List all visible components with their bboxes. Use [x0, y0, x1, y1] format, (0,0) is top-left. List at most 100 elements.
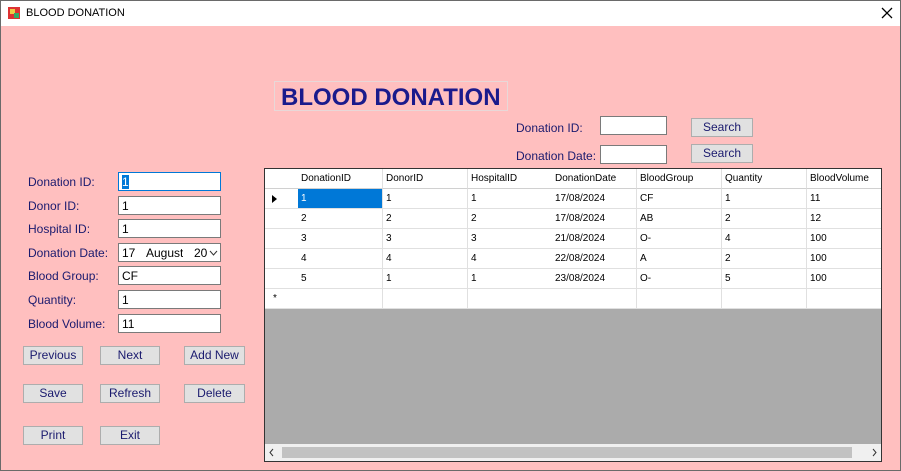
table-cell[interactable]: 3 [298, 229, 383, 249]
text-input[interactable]: CF [118, 266, 221, 285]
table-cell[interactable]: 1 [468, 269, 553, 289]
field-label: Blood Group: [28, 269, 99, 283]
table-cell[interactable]: 3 [383, 229, 468, 249]
action-button[interactable]: Previous [23, 346, 83, 365]
column-header: Quantity [722, 169, 807, 189]
field-label: Blood Volume: [28, 317, 106, 331]
action-button[interactable]: Refresh [100, 384, 160, 403]
action-button[interactable]: Save [23, 384, 83, 403]
table-cell[interactable]: 21/08/2024 [552, 229, 637, 249]
title-bar: BLOOD DONATION [1, 1, 900, 26]
row-header[interactable] [265, 269, 299, 289]
table-cell[interactable]: O- [637, 229, 722, 249]
table-cell[interactable]: 23/08/2024 [552, 269, 637, 289]
field-label: Donation Date: [28, 246, 109, 260]
field-label: Donor ID: [28, 199, 80, 213]
table-cell[interactable]: 100 [807, 249, 881, 269]
table-cell[interactable]: 2 [383, 209, 468, 229]
window-title: BLOOD DONATION [26, 7, 125, 19]
input-value: 1 [122, 222, 129, 236]
data-grid: DonationID DonorID HospitalID DonationDate B… [264, 168, 882, 462]
date-part: 20 [194, 246, 208, 260]
table-cell[interactable]: 11 [807, 189, 881, 209]
table-cell[interactable]: 12 [807, 209, 881, 229]
input-value: CF [122, 269, 138, 283]
row-header [265, 169, 299, 189]
action-button[interactable]: Print [23, 426, 83, 445]
table-cell[interactable] [468, 289, 553, 309]
table-cell[interactable]: 100 [807, 229, 881, 249]
input-value: 11 [122, 317, 135, 331]
table-cell[interactable]: A [637, 249, 722, 269]
table-cell[interactable] [552, 289, 637, 309]
header-title: BLOOD DONATION [274, 81, 508, 111]
field-label: Quantity: [28, 293, 77, 307]
text-input[interactable]: 1 [118, 196, 221, 215]
column-header: DonationID [298, 169, 383, 189]
scroll-thumb[interactable] [282, 447, 852, 458]
search-label: Donation Date: [516, 149, 597, 163]
table-cell[interactable]: 4 [722, 229, 807, 249]
action-button[interactable]: Delete [184, 384, 245, 403]
table-cell[interactable]: 1 [383, 269, 468, 289]
table-cell[interactable]: AB [637, 209, 722, 229]
table-cell[interactable]: 17/08/2024 [552, 189, 637, 209]
input-value: 1 [122, 175, 129, 189]
table-cell[interactable] [722, 289, 807, 309]
action-button[interactable]: Exit [100, 426, 160, 445]
row-header[interactable] [265, 249, 299, 269]
table-cell[interactable]: 4 [298, 249, 383, 269]
table-cell[interactable]: CF [637, 189, 722, 209]
table-cell[interactable]: 2 [298, 209, 383, 229]
column-header: HospitalID [468, 169, 553, 189]
date-picker[interactable]: 17 August 20 [118, 243, 221, 262]
column-header: DonationDate [552, 169, 637, 189]
text-input[interactable]: 1 [118, 172, 221, 191]
column-header: BloodGroup [637, 169, 722, 189]
action-button[interactable]: Next [100, 346, 160, 365]
table-cell[interactable]: 2 [722, 209, 807, 229]
table-cell[interactable]: 1 [298, 189, 383, 209]
table-cell[interactable]: O- [637, 269, 722, 289]
table-cell[interactable]: 4 [383, 249, 468, 269]
table-cell[interactable] [807, 289, 881, 309]
table-cell[interactable]: 1 [383, 189, 468, 209]
search-button[interactable]: Search [691, 118, 753, 137]
table-cell[interactable]: 2 [722, 249, 807, 269]
table-cell[interactable]: 1 [722, 189, 807, 209]
table-cell[interactable]: 2 [468, 209, 553, 229]
row-header[interactable] [265, 189, 299, 209]
text-input[interactable]: 1 [118, 290, 221, 309]
table-cell[interactable]: 1 [468, 189, 553, 209]
search-input[interactable] [600, 116, 667, 135]
input-value: 1 [122, 293, 129, 307]
input-value: 1 [122, 199, 129, 213]
table-cell[interactable]: 22/08/2024 [552, 249, 637, 269]
date-part: 17 [122, 246, 136, 260]
text-input[interactable]: 11 [118, 314, 221, 333]
table-cell[interactable]: 5 [298, 269, 383, 289]
table-cell[interactable] [298, 289, 383, 309]
field-label: Donation ID: [28, 175, 95, 189]
dropdown-arrow[interactable] [209, 250, 218, 256]
row-header[interactable] [265, 229, 299, 249]
text-input[interactable]: 1 [118, 219, 221, 238]
table-cell[interactable] [383, 289, 468, 309]
table-cell[interactable]: 17/08/2024 [552, 209, 637, 229]
table-cell[interactable]: 3 [468, 229, 553, 249]
search-input[interactable] [600, 145, 667, 164]
search-label: Donation ID: [516, 121, 583, 135]
search-button[interactable]: Search [691, 144, 753, 163]
table-cell[interactable] [637, 289, 722, 309]
close-button[interactable] [881, 7, 893, 19]
horizontal-scrollbar[interactable] [265, 444, 881, 461]
row-header[interactable] [265, 209, 299, 229]
column-header: DonorID [383, 169, 468, 189]
new-row-marker[interactable]: * [265, 289, 299, 309]
scroll-arrows[interactable] [265, 444, 881, 461]
table-cell[interactable]: 100 [807, 269, 881, 289]
table-cell[interactable]: 5 [722, 269, 807, 289]
action-button[interactable]: Add New [184, 346, 245, 365]
table-cell[interactable]: 4 [468, 249, 553, 269]
